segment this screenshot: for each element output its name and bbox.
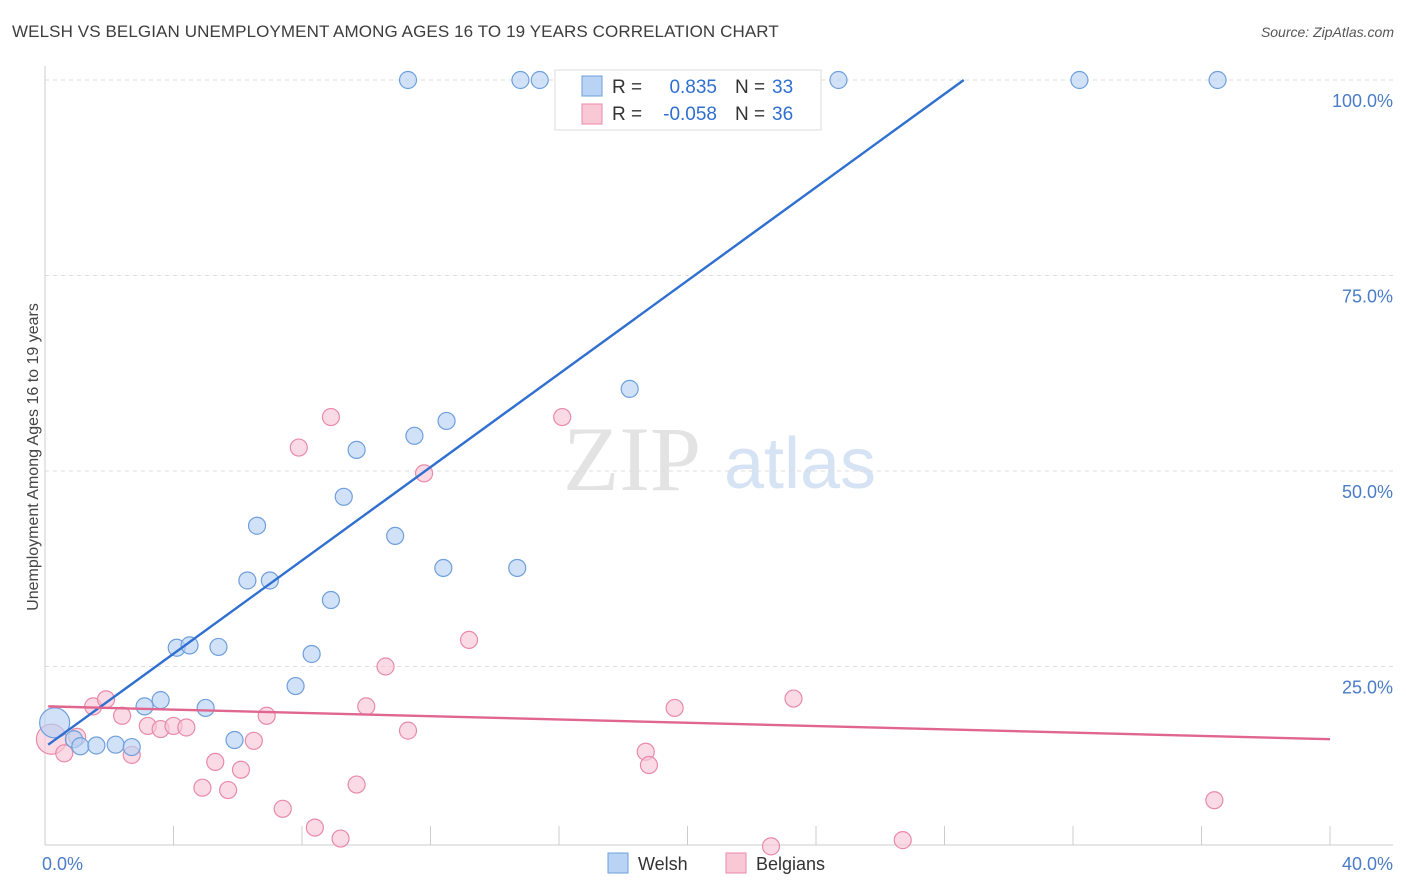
welsh-point xyxy=(398,70,418,90)
x-tick-label-max: 40.0% xyxy=(1342,854,1393,874)
welsh-point xyxy=(122,737,141,757)
welsh-point xyxy=(71,737,90,756)
belgian-point xyxy=(244,731,263,750)
belgian-point xyxy=(206,752,225,772)
legend-n-label: N = xyxy=(735,77,765,98)
welsh-point xyxy=(347,440,366,459)
belgian-point xyxy=(1205,791,1224,810)
welsh-point xyxy=(247,516,267,535)
legend-r-value: 0.835 xyxy=(669,77,717,98)
legend-n-value: 36 xyxy=(772,104,793,125)
belgian-point xyxy=(55,744,74,763)
belgian-point xyxy=(219,780,238,800)
belgian-point xyxy=(321,407,341,427)
welsh-point xyxy=(321,590,341,610)
correlation-legend: R = 0.835 N = 33 R = -0.058 N = 36 xyxy=(554,69,822,131)
y-tick-label: 100.0% xyxy=(1332,91,1393,111)
belgian-point xyxy=(273,799,292,818)
legend-r-label: R = xyxy=(612,77,642,98)
belgian-point xyxy=(398,721,418,740)
trend-lines xyxy=(47,79,1331,746)
x-tick-label-min: 0.0% xyxy=(42,854,83,874)
welsh-point xyxy=(511,70,530,90)
belgians-trend-line xyxy=(48,705,1331,741)
welsh-point xyxy=(302,644,321,664)
legend-n-label: N = xyxy=(735,104,765,125)
welsh-point xyxy=(1070,70,1089,90)
welsh-point xyxy=(151,691,170,710)
belgian-point xyxy=(257,706,276,725)
belgian-point xyxy=(347,775,366,794)
belgian-point xyxy=(761,837,781,856)
legend-swatch-belgians xyxy=(581,103,603,125)
y-tick-label: 50.0% xyxy=(1342,482,1393,502)
chart-source: Source: ZipAtlas.com xyxy=(1260,24,1394,40)
belgian-point xyxy=(893,831,912,850)
welsh-point xyxy=(286,676,305,696)
belgian-point xyxy=(112,706,132,725)
series-label-belgians: Belgians xyxy=(756,854,825,874)
welsh-point xyxy=(829,70,848,90)
welsh-point xyxy=(1208,70,1227,90)
belgian-point xyxy=(331,829,350,848)
welsh-point xyxy=(180,636,199,655)
belgian-point xyxy=(459,630,479,650)
watermark-atlas: atlas xyxy=(724,424,876,504)
welsh-trend-line xyxy=(47,79,965,746)
welsh-point xyxy=(334,487,353,506)
tick-labels: 100.0% 75.0% 50.0% 25.0% 0.0% 40.0% xyxy=(42,91,1393,874)
welsh-point xyxy=(135,697,154,716)
welsh-points xyxy=(39,70,1227,757)
welsh-point xyxy=(106,735,125,754)
welsh-point xyxy=(196,698,215,718)
welsh-point xyxy=(87,736,106,755)
belgian-point xyxy=(305,818,324,837)
series-swatch-welsh xyxy=(607,852,629,874)
y-tick-label: 75.0% xyxy=(1342,287,1393,307)
legend-swatch-welsh xyxy=(581,75,603,97)
welsh-point xyxy=(238,571,257,590)
belgian-point xyxy=(665,698,684,718)
belgian-point xyxy=(231,760,251,779)
welsh-point xyxy=(225,730,244,750)
welsh-point xyxy=(530,70,549,90)
belgian-point xyxy=(639,755,659,775)
watermark-zip: ZIP xyxy=(563,408,701,510)
series-label-welsh: Welsh xyxy=(638,854,688,874)
welsh-point xyxy=(260,571,279,590)
welsh-point xyxy=(434,558,453,578)
belgian-point xyxy=(376,657,395,676)
belgian-point xyxy=(553,407,572,427)
welsh-point xyxy=(508,558,527,578)
welsh-point xyxy=(209,637,228,657)
welsh-point xyxy=(405,426,424,445)
legend-r-value: -0.058 xyxy=(663,104,717,125)
series-legend: Welsh Belgians xyxy=(607,852,825,874)
belgian-point xyxy=(289,438,308,457)
legend-n-value: 33 xyxy=(772,77,793,98)
belgian-point xyxy=(784,689,803,708)
y-tick-label: 25.0% xyxy=(1342,678,1393,698)
y-axis-title: Unemployment Among Ages 16 to 19 years xyxy=(25,303,42,611)
welsh-point xyxy=(437,411,456,431)
chart-title: WELSH VS BELGIAN UNEMPLOYMENT AMONG AGES… xyxy=(12,22,779,41)
welsh-point xyxy=(386,526,405,546)
welsh-point xyxy=(39,707,71,739)
welsh-point xyxy=(620,379,639,398)
legend-r-label: R = xyxy=(612,104,642,125)
axes xyxy=(44,66,1393,846)
belgian-point xyxy=(177,718,196,737)
belgian-point xyxy=(357,697,376,716)
series-swatch-belgians xyxy=(725,852,747,874)
belgian-point xyxy=(193,778,212,797)
